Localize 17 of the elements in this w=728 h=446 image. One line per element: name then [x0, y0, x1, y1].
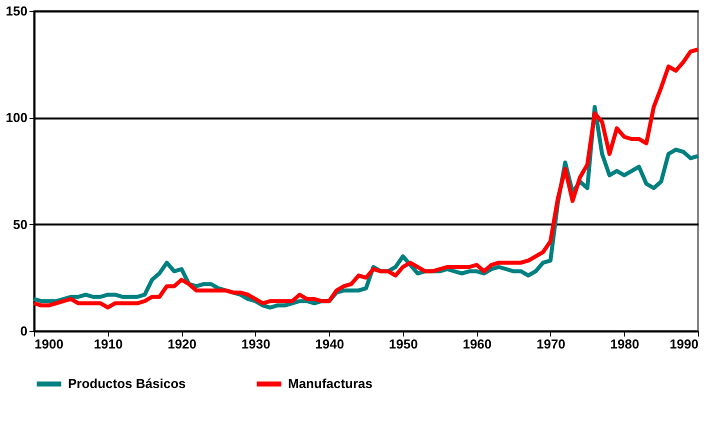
x-tick-label: 1900 — [34, 336, 64, 352]
x-tick-label: 1950 — [388, 336, 418, 352]
x-tick-label: 1930 — [241, 336, 270, 352]
y-tick-label: 50 — [13, 216, 28, 232]
x-tick-label: 1940 — [315, 336, 344, 352]
x-tick-label: 1990 — [670, 336, 698, 352]
x-tick-label: 1920 — [168, 336, 197, 352]
y-tick-label: 100 — [6, 110, 28, 126]
x-tick-label: 1970 — [536, 336, 566, 352]
y-tick-label: 150 — [6, 4, 28, 18]
legend-label: Manufacturas — [288, 376, 373, 391]
legend-label: Productos Básicos — [68, 376, 186, 391]
line-series — [32, 47, 700, 310]
x-tick-label: 1910 — [94, 336, 123, 352]
x-tick-label: 1980 — [610, 336, 640, 352]
x-tick-label: 1960 — [462, 336, 492, 352]
y-tick-label: 0 — [20, 324, 28, 338]
